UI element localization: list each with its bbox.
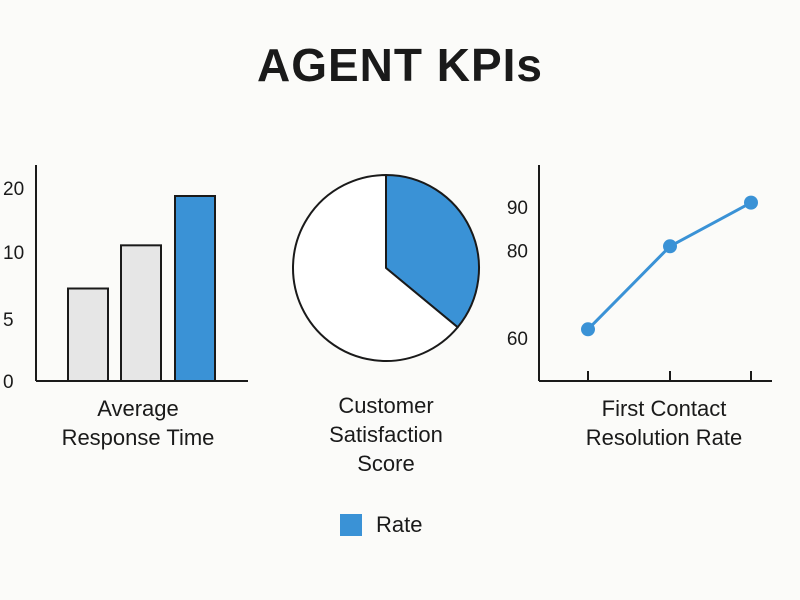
bar xyxy=(67,287,109,382)
chart-title: AGENT KPIs xyxy=(256,39,544,91)
response-time-bar-chart: 0 5 10 20 Average Response Time xyxy=(3,165,248,450)
data-point xyxy=(663,239,677,254)
legend: Rate xyxy=(340,512,422,538)
chart-label-line: Response Time xyxy=(62,425,215,450)
chart-label-line: Resolution Rate xyxy=(586,425,743,450)
y-tick-label: 5 xyxy=(3,310,14,331)
chart-label-line: Score xyxy=(357,451,414,476)
resolution-rate-line-chart: 60 80 90 First Contact Resolution Rate xyxy=(507,165,772,450)
legend-label: Rate xyxy=(376,512,423,537)
satisfaction-pie-chart: Customer Satisfaction Score xyxy=(292,174,480,476)
bar xyxy=(120,244,162,382)
pie-slice xyxy=(385,174,480,329)
bar xyxy=(174,195,216,382)
y-tick-label: 90 xyxy=(507,198,528,219)
pie-slice xyxy=(292,174,459,362)
y-tick-label: 0 xyxy=(3,372,14,393)
chart-label-line: First Contact xyxy=(602,396,727,421)
y-tick-label: 10 xyxy=(3,243,24,264)
data-point xyxy=(581,322,595,337)
series-line xyxy=(586,201,752,331)
data-point xyxy=(744,195,758,210)
y-tick-label: 80 xyxy=(507,242,528,263)
chart-label-line: Satisfaction xyxy=(329,422,443,447)
chart-label-line: Customer xyxy=(338,393,433,418)
y-tick-label: 20 xyxy=(3,179,24,200)
y-tick-label: 60 xyxy=(507,329,528,350)
legend-swatch xyxy=(340,514,362,536)
chart-label-line: Average xyxy=(97,396,179,421)
